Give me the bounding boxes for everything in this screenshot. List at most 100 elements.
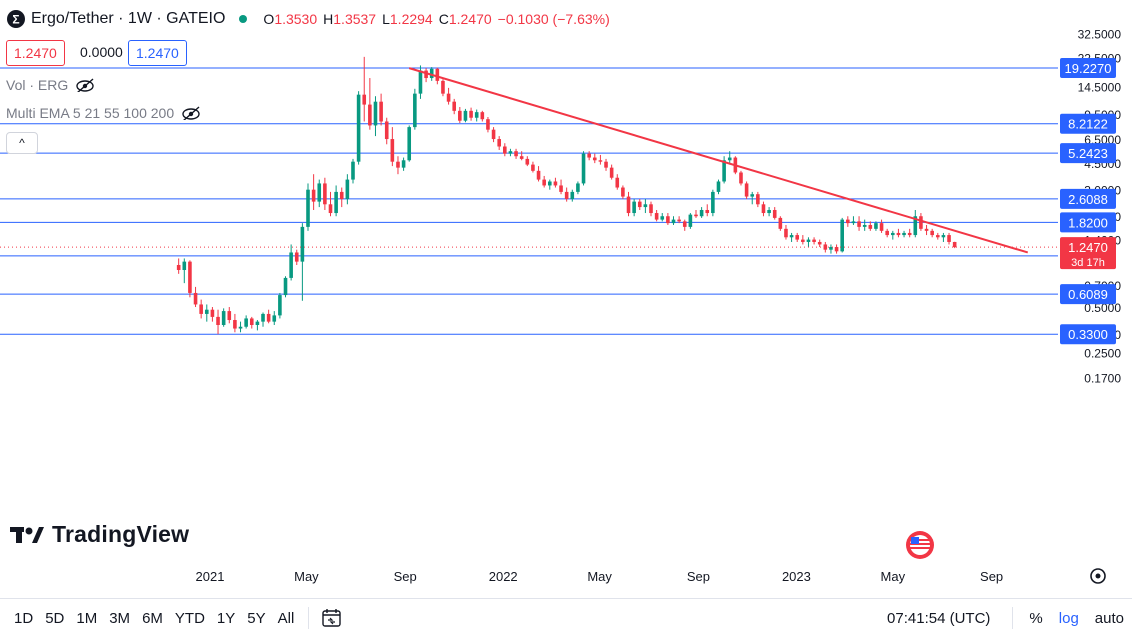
candle-body bbox=[261, 313, 265, 322]
candle-body bbox=[885, 230, 889, 236]
candle-body bbox=[531, 164, 535, 171]
candle-body bbox=[857, 221, 861, 227]
range-all-button[interactable]: All bbox=[277, 609, 295, 627]
range-6m-button[interactable]: 6M bbox=[142, 609, 163, 627]
candles bbox=[176, 56, 957, 335]
candle-body bbox=[789, 235, 794, 238]
candle-body bbox=[441, 80, 445, 94]
candle-body bbox=[396, 161, 400, 168]
candle-body bbox=[615, 177, 620, 188]
range-3m-button[interactable]: 3M bbox=[109, 609, 131, 627]
ergo-logo-icon: Σ bbox=[7, 10, 25, 28]
candle-body bbox=[930, 230, 934, 236]
candle-body bbox=[750, 194, 755, 197]
percent-scale-toggle[interactable]: % bbox=[1029, 609, 1043, 627]
range-ytd-button[interactable]: YTD bbox=[174, 609, 205, 627]
ohlc-low-value: 1.2294 bbox=[389, 11, 433, 27]
candle-body bbox=[497, 139, 501, 147]
candle-body bbox=[199, 304, 203, 314]
candle-body bbox=[587, 153, 591, 158]
candle-body bbox=[666, 216, 670, 224]
event-flag[interactable] bbox=[906, 531, 934, 559]
candle-body bbox=[519, 156, 524, 159]
candle-body bbox=[834, 247, 839, 252]
auto-scale-toggle[interactable]: auto bbox=[1094, 609, 1124, 627]
candle-body bbox=[334, 191, 338, 214]
candle-body bbox=[508, 151, 513, 154]
candle-body bbox=[503, 146, 507, 154]
range-1m-button[interactable]: 1M bbox=[76, 609, 98, 627]
x-tick-label: Sep bbox=[980, 569, 1003, 584]
candle-body bbox=[868, 224, 873, 229]
utc-clock[interactable]: 07:41:54 (UTC) bbox=[887, 609, 991, 627]
candle-body bbox=[491, 129, 496, 140]
candle-body bbox=[654, 213, 659, 220]
calendar-goto-icon[interactable] bbox=[321, 608, 343, 628]
candle-body bbox=[317, 183, 322, 202]
range-1y-button[interactable]: 1Y bbox=[216, 609, 236, 627]
candle-body bbox=[244, 318, 248, 327]
ohlc-high-key: H bbox=[323, 11, 334, 27]
collapse-legend-button[interactable]: ^ bbox=[6, 132, 38, 154]
sell-button[interactable]: 1.2470 bbox=[6, 40, 65, 66]
candle-body bbox=[913, 216, 918, 236]
trend-line[interactable] bbox=[408, 67, 1029, 254]
candle-body bbox=[952, 241, 957, 248]
ohlc-high-value: 1.3537 bbox=[333, 11, 377, 27]
candle-body bbox=[840, 219, 844, 252]
study-ema-label: Multi EMA 5 21 55 100 200 bbox=[6, 105, 175, 121]
range-1d-button[interactable]: 1D bbox=[14, 609, 34, 627]
candle-body bbox=[469, 110, 473, 118]
candle-body bbox=[705, 209, 710, 214]
tradingview-logo-icon bbox=[10, 526, 44, 543]
candle-body bbox=[660, 216, 665, 220]
candle-body bbox=[283, 277, 288, 296]
range-5d-button[interactable]: 5D bbox=[45, 609, 65, 627]
candle-body bbox=[390, 139, 395, 162]
candle-body bbox=[514, 151, 518, 157]
trend-line-layer[interactable] bbox=[408, 67, 1029, 254]
candle-body bbox=[176, 264, 181, 271]
level-label: 1.8200 bbox=[1068, 215, 1108, 230]
candle-body bbox=[778, 217, 783, 229]
us-flag-icon bbox=[910, 535, 930, 555]
candle-body bbox=[682, 221, 687, 227]
candle-body bbox=[846, 219, 850, 224]
range-selector: 1D 5D 1M 3M 6M YTD 1Y 5Y All bbox=[8, 607, 343, 629]
candle-body bbox=[576, 183, 580, 192]
log-scale-toggle[interactable]: log bbox=[1058, 609, 1079, 627]
eye-off-icon[interactable] bbox=[74, 78, 94, 92]
range-5y-button[interactable]: 5Y bbox=[247, 609, 266, 627]
candle-body bbox=[216, 316, 220, 325]
buy-button[interactable]: 1.2470 bbox=[128, 40, 187, 66]
ohlc-open-key: O bbox=[263, 11, 275, 27]
candle-body bbox=[345, 179, 350, 200]
settings-gear-icon[interactable] bbox=[1090, 568, 1106, 584]
candle-body bbox=[756, 194, 760, 205]
candle-body bbox=[632, 201, 636, 214]
candle-body bbox=[356, 94, 361, 162]
study-multi-ema[interactable]: Multi EMA 5 21 55 100 200 bbox=[6, 105, 200, 121]
x-tick-label: Sep bbox=[687, 569, 710, 584]
price-chart[interactable]: 32.500022.500014.50009.50006.50004.50003… bbox=[0, 0, 1132, 598]
tradingview-logo[interactable]: TradingView bbox=[10, 521, 189, 548]
candle-body bbox=[401, 160, 406, 168]
candle-body bbox=[278, 295, 282, 316]
eye-off-icon[interactable] bbox=[180, 106, 200, 120]
candle-body bbox=[373, 101, 378, 126]
price-axis[interactable]: 32.500022.500014.50009.50006.50004.50003… bbox=[1060, 28, 1121, 386]
candle-body bbox=[480, 112, 485, 120]
time-axis[interactable]: 2021 May Sep 2022 May Sep 2023 May Sep bbox=[196, 569, 1004, 584]
study-volume[interactable]: Vol · ERG bbox=[6, 77, 94, 93]
candle-body bbox=[204, 309, 209, 314]
symbol-title[interactable]: Ergo/Tether · 1W · GATEIO bbox=[31, 10, 226, 27]
candle-body bbox=[902, 232, 906, 236]
candle-body bbox=[761, 204, 766, 214]
current-price-label: 1.2470 bbox=[1068, 240, 1108, 255]
svg-text:Σ: Σ bbox=[12, 13, 19, 27]
toolbar-separator bbox=[308, 607, 310, 629]
x-tick-label: May bbox=[294, 569, 319, 584]
candle-body bbox=[772, 209, 777, 218]
candle-body bbox=[874, 223, 878, 229]
ohlc-close-key: C bbox=[438, 11, 449, 27]
